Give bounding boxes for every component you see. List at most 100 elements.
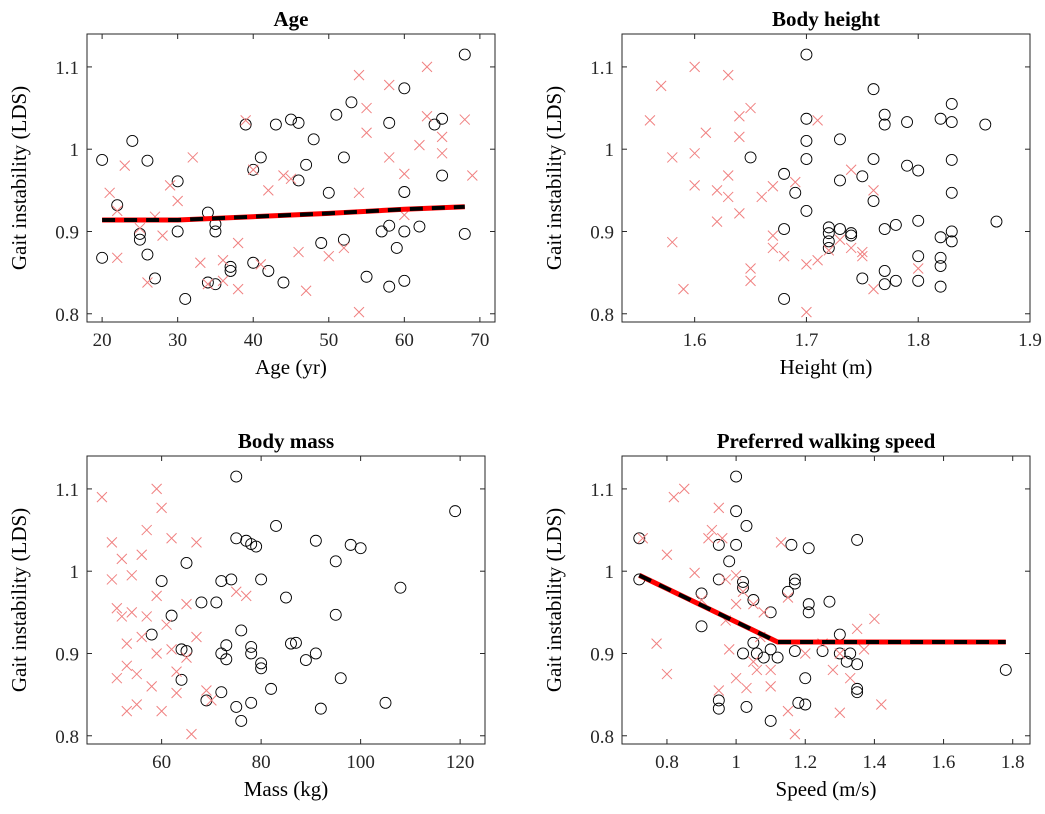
cross-marker [217, 254, 229, 266]
circle-marker [934, 280, 947, 293]
cross-marker [765, 681, 777, 692]
circle-marker [180, 645, 193, 657]
circle-marker [220, 639, 233, 652]
cross-marker [232, 237, 244, 249]
circle-marker [901, 116, 913, 128]
circle-marker [239, 118, 252, 131]
cross-marker [194, 257, 206, 269]
circle-marker [934, 112, 947, 125]
x-tick-label: 120 [446, 752, 475, 773]
cross-marker [436, 131, 448, 143]
circle-marker [255, 662, 268, 675]
circle-marker [149, 272, 161, 285]
cross-marker [666, 236, 678, 248]
cross-marker [116, 611, 128, 622]
cross-marker [655, 80, 667, 92]
circle-marker [265, 682, 278, 695]
circle-marker [225, 573, 238, 586]
chart-title: Body height [772, 7, 880, 31]
cross-marker [151, 590, 163, 602]
cross-marker [730, 569, 742, 581]
cross-marker [711, 216, 723, 227]
cross-marker [868, 184, 879, 196]
circle-marker [788, 577, 801, 590]
cross-marker [361, 102, 372, 114]
fit-line-dashed [102, 204, 465, 222]
circle-marker [220, 653, 233, 666]
cross-marker [734, 208, 745, 219]
circle-marker [245, 640, 258, 653]
circle-marker [737, 647, 749, 660]
circle-marker [155, 575, 168, 588]
circle-marker [867, 153, 880, 166]
x-tick-label: 40 [244, 330, 263, 351]
cross-marker [181, 652, 192, 663]
circle-marker [235, 715, 248, 727]
circle-marker [133, 233, 146, 246]
cross-marker [166, 644, 177, 655]
circle-marker [730, 538, 743, 551]
cross-marker [812, 115, 823, 126]
circle-marker [990, 215, 1003, 228]
cross-marker [323, 250, 335, 262]
cross-marker [668, 491, 680, 503]
cross-marker [157, 230, 168, 241]
circle-marker [230, 470, 243, 483]
circle-marker [436, 112, 449, 125]
cross-marker [789, 176, 801, 188]
x-tick-label: 1.6 [683, 330, 707, 351]
chart-panel-2: Body height 1.6 1.7 1.8 1.9 0.8 0.9 1 1.1 Height … [542, 7, 1042, 379]
y-tick-label: 0.8 [55, 305, 79, 326]
circle-marker [247, 256, 260, 269]
cross-marker [240, 115, 252, 126]
chart-panel-3: Body mass 60 80 100 120 0.8 0.9 1 1.1 Mass (kg) Ga… [7, 429, 486, 801]
circle-marker [750, 647, 763, 660]
cross-marker [436, 147, 448, 159]
circle-marker [799, 672, 812, 685]
circle-marker [730, 505, 743, 518]
circle-marker [999, 663, 1012, 676]
circle-marker [224, 260, 237, 273]
circle-marker [449, 505, 462, 518]
circle-marker [175, 673, 188, 686]
cross-marker [151, 648, 163, 659]
axes-frame [86, 33, 496, 323]
y-tick-label: 0.9 [55, 222, 79, 243]
cross-marker [722, 191, 734, 203]
circle-marker [285, 637, 297, 650]
cross-marker [851, 623, 863, 635]
circle-marker [375, 225, 388, 238]
circle-marker [175, 643, 188, 656]
cross-marker [856, 246, 868, 258]
cross-marker [834, 707, 846, 719]
circle-marker [436, 169, 449, 182]
chart-panel-1: Age 20 30 40 50 60 70 0.8 0.9 1 1.1 Age (yr) Gait in… [7, 7, 496, 379]
cross-marker [748, 598, 759, 610]
circle-marker [111, 199, 124, 212]
cross-marker [230, 586, 242, 598]
circle-marker [126, 135, 139, 147]
cross-marker [823, 245, 835, 256]
circle-marker [240, 534, 253, 547]
x-tick-label: 0.8 [655, 752, 679, 773]
cross-marker [361, 127, 372, 139]
cross-marker [856, 250, 868, 262]
circle-marker [255, 573, 268, 586]
circle-marker [695, 587, 708, 600]
circle-marker [757, 651, 770, 664]
cross-marker [737, 586, 749, 598]
cross-marker [713, 502, 725, 514]
cross-marker [716, 532, 728, 544]
cross-marker [421, 110, 433, 122]
circle-marker [379, 696, 392, 709]
y-tick-label: 0.9 [590, 644, 614, 665]
cross-marker [106, 574, 118, 585]
circle-marker [180, 557, 193, 569]
circle-marker [344, 538, 357, 551]
y-axis-label: Gait instability (LDS) [542, 86, 566, 270]
chart-title: Preferred walking speed [717, 429, 936, 453]
circle-marker [712, 694, 725, 707]
circle-marker [250, 540, 263, 553]
circle-marker [337, 151, 350, 164]
circle-marker [878, 265, 891, 277]
